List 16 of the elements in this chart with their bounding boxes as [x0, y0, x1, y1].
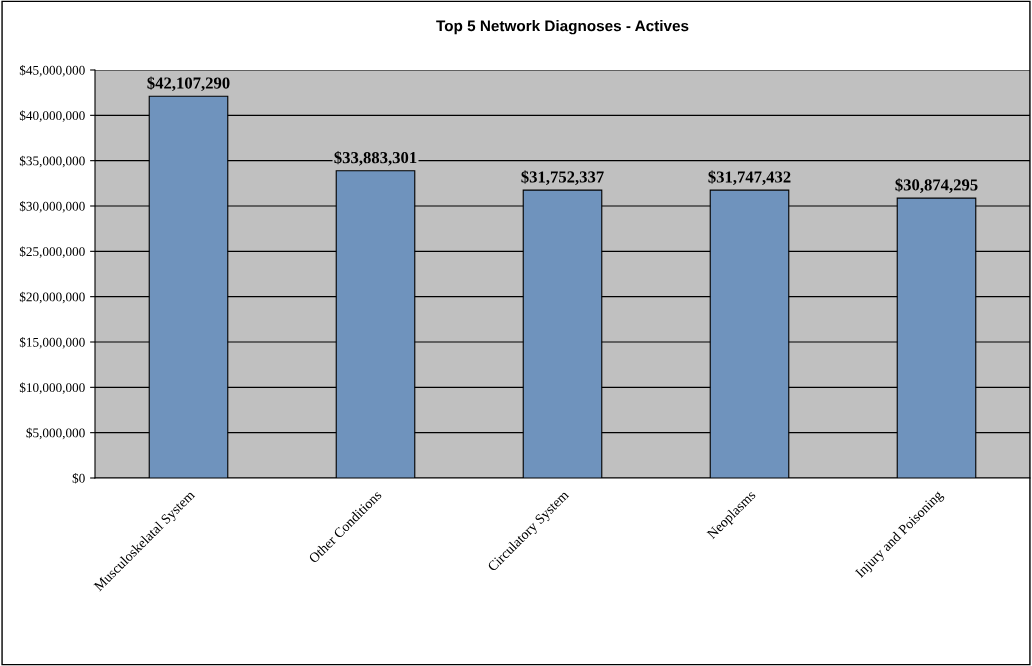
y-tick-label: $40,000,000 — [19, 110, 85, 122]
y-tick-label: $30,000,000 — [19, 201, 85, 213]
data-label: $33,883,301 — [334, 151, 417, 166]
y-tick-label: $45,000,000 — [19, 65, 85, 77]
y-tick-label: $10,000,000 — [19, 382, 85, 394]
y-tick-label: $5,000,000 — [26, 427, 85, 440]
data-label: $31,752,337 — [521, 170, 604, 185]
y-tick-label: $15,000,000 — [19, 337, 85, 349]
y-tick-label: $0 — [72, 473, 85, 484]
y-tick-label: $25,000,000 — [19, 246, 85, 258]
data-label: $42,107,290 — [147, 76, 230, 92]
data-label: $31,747,432 — [708, 170, 791, 186]
y-tick-label: $35,000,000 — [19, 155, 85, 168]
y-tick-label: $20,000,000 — [19, 291, 85, 304]
chart-title: Top 5 Network Diagnoses - Actives — [436, 20, 689, 35]
data-label: $30,874,295 — [895, 178, 978, 193]
